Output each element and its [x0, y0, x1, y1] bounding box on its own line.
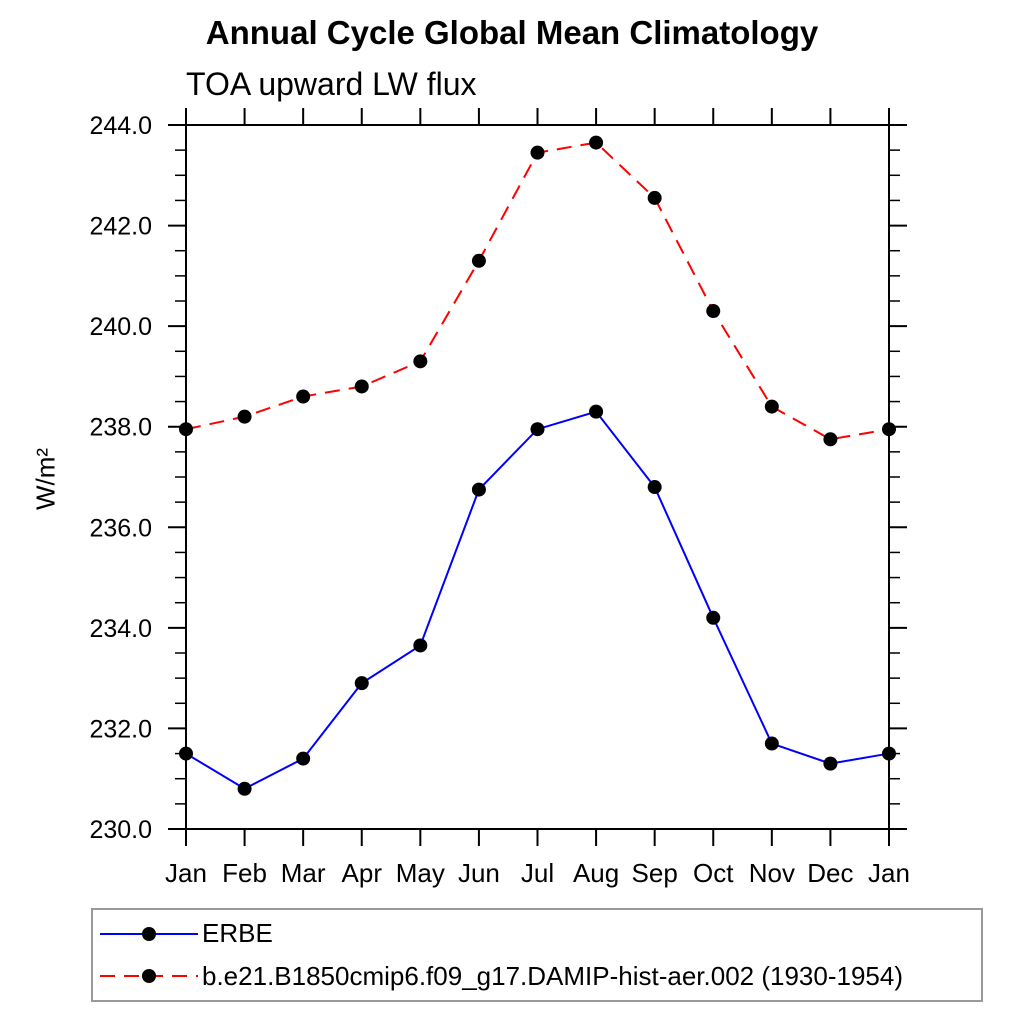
y-tick-label: 230.0	[89, 816, 152, 844]
series-1-marker	[647, 190, 662, 205]
series-0-marker	[882, 746, 896, 761]
x-tick-label: Apr	[342, 858, 383, 888]
x-tick-label: Oct	[693, 858, 734, 888]
series-0-marker	[179, 746, 193, 761]
series-1-marker	[764, 399, 779, 414]
series-1-marker	[706, 304, 721, 319]
legend-label-model: b.e21.B1850cmip6.f09_g17.DAMIP-hist-aer.…	[202, 960, 903, 991]
y-tick-label: 244.0	[89, 112, 152, 140]
series-1-marker	[179, 422, 193, 437]
series-0-marker	[706, 610, 721, 625]
y-tick-label: 234.0	[89, 615, 152, 643]
y-tick-label: 240.0	[89, 313, 152, 341]
series-0-marker	[823, 756, 838, 771]
x-tick-label: Jan	[165, 858, 207, 888]
series-0-marker	[530, 422, 545, 437]
x-tick-label: Dec	[807, 858, 853, 888]
series-1-marker	[589, 135, 604, 150]
series-1-marker	[413, 354, 428, 369]
y-tick-label: 236.0	[89, 514, 152, 542]
series-1-marker	[296, 389, 311, 404]
model-line-sample	[100, 969, 198, 984]
legend-label-erbe: ERBE	[202, 918, 273, 949]
x-tick-label: May	[396, 858, 445, 888]
x-tick-label: Mar	[281, 858, 326, 888]
series-line-0	[185, 410, 890, 790]
series-0-marker	[647, 480, 662, 495]
legend-item-model: b.e21.B1850cmip6.f09_g17.DAMIP-hist-aer.…	[99, 957, 981, 995]
x-tick-label: Feb	[222, 858, 267, 888]
series-0-marker	[589, 404, 604, 419]
series-0-marker	[296, 751, 311, 766]
legend-box: ERBE b.e21.B1850cmip6.f09_g17.DAMIP-hist…	[91, 908, 983, 1002]
series-1-marker	[237, 409, 252, 424]
series-1-marker	[882, 422, 896, 437]
series-1-marker	[823, 432, 838, 447]
chart-title: Annual Cycle Global Mean Climatology	[205, 14, 819, 51]
series-1-marker	[530, 145, 545, 160]
x-tick-label: Sep	[632, 858, 678, 888]
erbe-line-sample	[100, 926, 198, 941]
series-line-1	[185, 141, 890, 441]
y-tick-label: 238.0	[89, 414, 152, 442]
x-tick-label: Aug	[573, 858, 619, 888]
marker-swatch	[142, 969, 156, 984]
plot-frame	[185, 124, 890, 830]
chart-subtitle: TOA upward LW flux	[186, 66, 477, 102]
x-tick-label: Jun	[458, 858, 500, 888]
plot-area: Jan Feb Mar Apr May Jun Jul Aug Sep Oct Nov Dec Jan 2…	[89, 108, 910, 888]
series-0-marker	[354, 676, 369, 691]
series-1-marker	[471, 253, 486, 268]
x-tick-label: Nov	[749, 858, 795, 888]
marker-swatch	[142, 926, 156, 941]
x-tick-label: Jul	[521, 858, 554, 888]
series-0-marker	[471, 482, 486, 497]
series-0-marker	[764, 736, 779, 751]
legend-item-erbe: ERBE	[99, 915, 981, 953]
series-1-marker	[354, 379, 369, 394]
x-tick-label: Jan	[868, 858, 910, 888]
series-0-marker	[413, 638, 428, 653]
y-tick-label: 232.0	[89, 715, 152, 743]
series-0-marker	[237, 781, 252, 796]
y-tick-label: 242.0	[89, 213, 152, 241]
